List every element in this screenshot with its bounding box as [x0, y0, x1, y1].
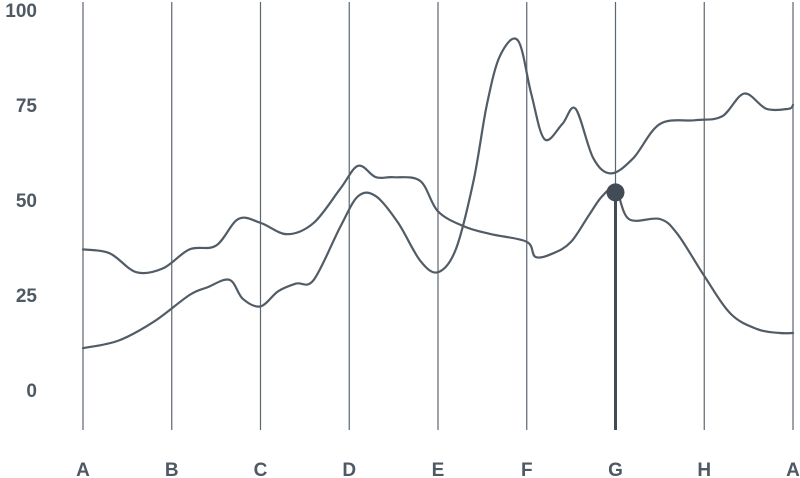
- y-tick-label: 50: [16, 191, 37, 212]
- x-tick-label: A: [786, 460, 800, 478]
- x-tick-label: E: [432, 460, 445, 478]
- x-tick-label: C: [254, 460, 268, 478]
- x-tick-label: B: [165, 460, 179, 478]
- y-tick-label: 75: [16, 96, 38, 117]
- y-axis-tick-labels: 0 25 50 75 100: [5, 1, 37, 402]
- vertical-grid: [82, 2, 794, 430]
- series-line-2: [81, 37, 795, 350]
- highlight-marker: [606, 183, 625, 430]
- highlight-point[interactable]: [606, 183, 625, 202]
- y-tick-label: 25: [16, 286, 38, 307]
- series-layer: [81, 37, 795, 350]
- x-tick-label: F: [521, 460, 533, 478]
- x-tick-label: H: [697, 460, 711, 478]
- x-tick-label: A: [76, 460, 90, 478]
- y-tick-label: 0: [26, 381, 37, 402]
- series-line-1: [81, 164, 795, 335]
- x-tick-label: D: [342, 460, 356, 478]
- y-tick-label: 100: [5, 1, 37, 22]
- x-tick-label: G: [608, 460, 623, 478]
